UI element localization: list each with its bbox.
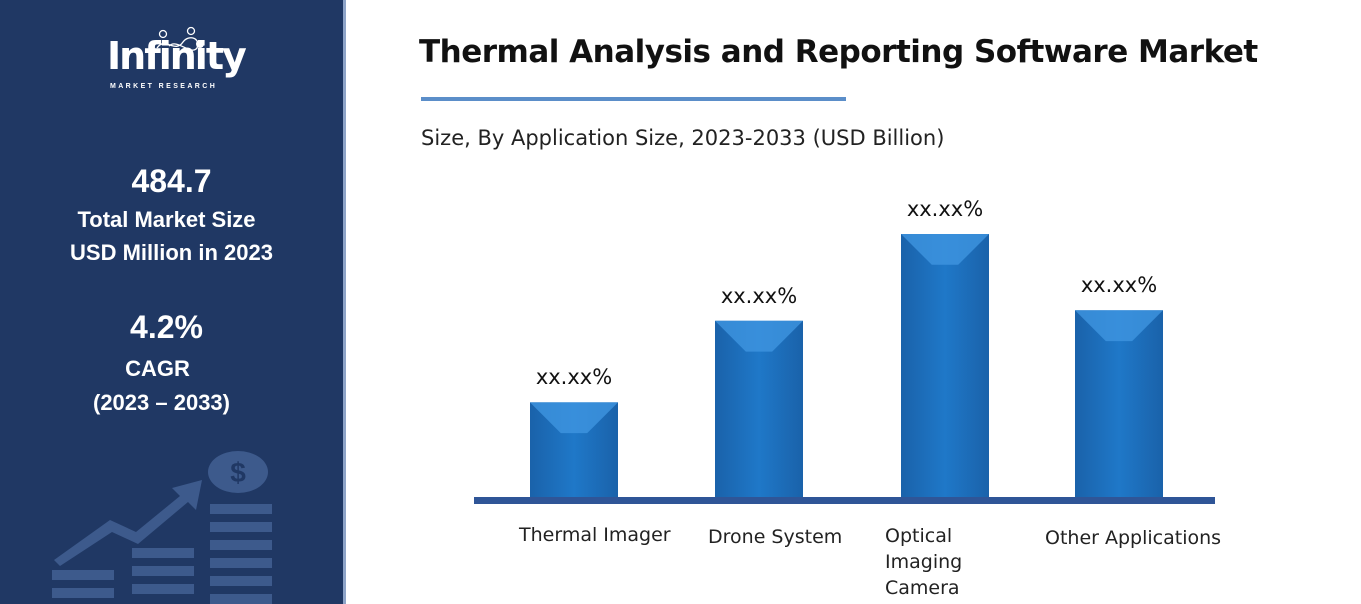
x-tick-label: Drone System xyxy=(708,526,843,548)
cagr-value: 4.2% xyxy=(130,309,203,345)
data-label: xx.xx% xyxy=(906,197,984,221)
bar-bevel xyxy=(901,234,989,265)
data-label: xx.xx% xyxy=(1080,273,1158,298)
logo-infinity-icon xyxy=(156,26,204,51)
market-size-value: 484.7 xyxy=(131,163,212,199)
data-label: xx.xx% xyxy=(535,365,613,390)
x-tick-label: Optical Imaging Camera xyxy=(885,525,963,599)
market-size-label: Total Market Size xyxy=(77,207,256,232)
logo-text: Infinity xyxy=(107,34,247,78)
bar xyxy=(1075,310,1163,497)
data-label: xx.xx% xyxy=(720,283,798,308)
x-axis-line xyxy=(474,497,1215,504)
bar-bevel xyxy=(715,320,803,352)
logo: Infinity MARKET RESEARCH xyxy=(105,26,247,98)
market-size-unit: USD Million in 2023 xyxy=(70,240,273,265)
cagr-period: (2023 – 2033) xyxy=(93,390,230,415)
bar-1 xyxy=(715,320,803,497)
chart-title: Thermal Analysis and Reporting Software … xyxy=(419,34,1258,70)
sidebar: Infinity MARKET RESEARCH 484.7 Total Mar… xyxy=(0,0,346,604)
title-divider xyxy=(421,97,846,101)
bar-bevel xyxy=(530,402,618,434)
growth-chart-dollar-icon: $ xyxy=(52,451,272,604)
cagr-label: CAGR xyxy=(125,356,190,381)
bar-2 xyxy=(901,234,989,497)
bar xyxy=(901,234,989,497)
x-tick-label: Thermal Imager xyxy=(519,524,671,546)
svg-text:$: $ xyxy=(230,457,246,488)
bar-bevel xyxy=(1075,310,1163,342)
bar-0 xyxy=(530,402,618,497)
logo-subtext: MARKET RESEARCH xyxy=(110,83,218,90)
x-tick-label: Other Applications xyxy=(1045,527,1222,549)
bar-3 xyxy=(1075,310,1163,497)
chart-subtitle: Size, By Application Size, 2023-2033 (US… xyxy=(421,126,945,150)
